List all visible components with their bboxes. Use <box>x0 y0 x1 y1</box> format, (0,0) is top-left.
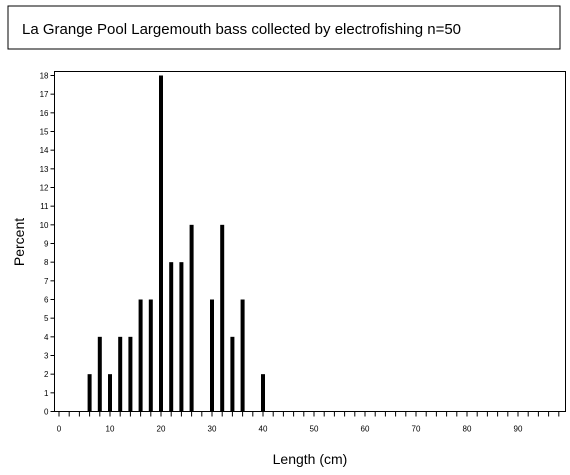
bar <box>128 336 133 412</box>
y-tick-label: 17 <box>40 90 49 99</box>
bars-group <box>87 75 265 412</box>
y-tick-label: 5 <box>44 314 49 323</box>
y-tick-label: 2 <box>44 370 49 379</box>
y-tick-label: 14 <box>40 146 49 155</box>
bar <box>189 224 194 412</box>
x-tick-label: 70 <box>412 425 421 434</box>
y-tick-label: 1 <box>44 389 49 398</box>
bar <box>220 224 225 412</box>
y-tick-label: 11 <box>40 202 49 211</box>
bar <box>210 299 214 412</box>
bar <box>169 262 174 412</box>
bar <box>138 299 143 412</box>
x-tick-label: 80 <box>463 425 472 434</box>
bar <box>87 374 92 412</box>
y-tick-label: 15 <box>40 128 49 137</box>
y-tick-label: 8 <box>44 258 49 267</box>
y-tick-label: 16 <box>40 109 49 118</box>
bar <box>261 374 265 412</box>
bar <box>240 299 245 412</box>
y-tick-label: 9 <box>44 240 49 249</box>
bar <box>230 336 235 412</box>
x-tick-label: 0 <box>57 425 62 434</box>
y-tick-label: 6 <box>44 296 49 305</box>
bar <box>97 336 102 412</box>
x-tick-label: 20 <box>157 425 166 434</box>
bar <box>179 262 184 412</box>
y-tick-label: 0 <box>44 408 49 417</box>
chart-title: La Grange Pool Largemouth bass collected… <box>22 21 461 38</box>
x-tick-label: 40 <box>259 425 268 434</box>
bar <box>108 374 112 412</box>
x-tick-label: 50 <box>310 425 319 434</box>
x-tick-label: 60 <box>361 425 370 434</box>
bar <box>118 336 123 412</box>
x-tick-label: 90 <box>514 425 523 434</box>
y-axis-label: Percent <box>11 218 27 266</box>
x-axis-label: Length (cm) <box>273 451 348 467</box>
title-box <box>7 5 561 50</box>
x-axis: 0 10 20 30 40 50 60 70 80 90 <box>57 411 560 434</box>
y-tick-label: 7 <box>44 277 49 286</box>
y-tick-label: 10 <box>40 221 49 230</box>
y-tick-label: 13 <box>40 165 49 174</box>
y-tick-label: 3 <box>44 352 49 361</box>
bar <box>148 299 153 412</box>
y-tick-label: 18 <box>40 72 49 81</box>
bar <box>159 75 163 412</box>
x-tick-label: 10 <box>106 425 115 434</box>
x-tick-label: 30 <box>208 425 217 434</box>
y-tick-label: 4 <box>44 333 49 342</box>
y-tick-label: 12 <box>40 184 49 193</box>
